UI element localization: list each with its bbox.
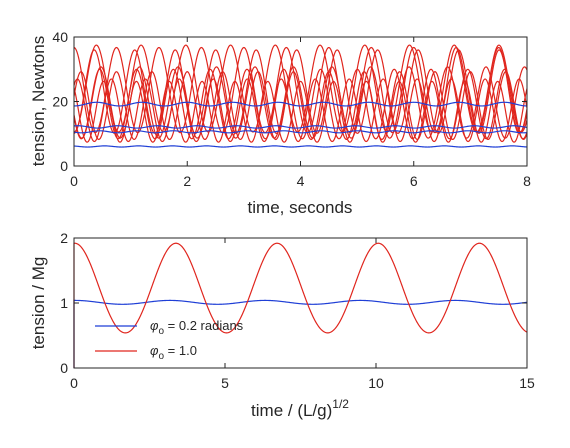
bottom-y-tick-label: 1 [60, 295, 68, 311]
bottom-series-line-1 [73, 242, 528, 368]
top-y-tick-label: 20 [52, 94, 68, 110]
top-chart: 0 2 4 6 8 0 20 40 time, seconds tension, Newton… [29, 29, 531, 217]
bottom-series-lines [73, 242, 528, 368]
top-y-axis-label: tension, Newtons [29, 36, 48, 166]
bottom-ticks: 0 5 10 15 0 1 2 [60, 230, 535, 391]
top-series-lines [74, 44, 527, 148]
top-series-line-7 [74, 80, 527, 143]
top-series-line-10 [74, 130, 527, 134]
bottom-y-tick-label: 0 [60, 360, 68, 376]
top-series-line-9 [74, 125, 527, 129]
bottom-y-axis-label: tension / Mg [29, 257, 48, 350]
top-x-tick-label: 6 [410, 173, 418, 189]
bottom-x-tick-label: 0 [70, 375, 78, 391]
top-series-line-8 [74, 101, 527, 107]
legend-label-red: φo = 1.0 [150, 343, 197, 362]
bottom-chart: 0 5 10 15 0 1 2 φo = 0.2 radians φo = 1.0 time… [29, 230, 535, 420]
top-x-tick-label: 8 [523, 173, 531, 189]
top-series-line-3 [74, 66, 527, 139]
bottom-series-line-0 [73, 299, 528, 368]
top-ticks: 0 2 4 6 8 0 20 40 [52, 29, 531, 189]
top-series-line-6 [74, 78, 527, 143]
top-x-tick-label: 0 [70, 173, 78, 189]
top-x-tick-label: 4 [297, 173, 305, 189]
top-y-tick-label: 40 [52, 29, 68, 45]
top-series-line-1 [74, 46, 527, 134]
top-x-axis-label: time, seconds [248, 198, 353, 217]
bottom-plot-area [74, 238, 527, 368]
legend: φo = 0.2 radians φo = 1.0 [95, 318, 244, 362]
bottom-y-tick-label: 2 [60, 230, 68, 246]
bottom-x-axis-label: time / (L/g)1/2 [251, 397, 349, 420]
bottom-x-tick-label: 5 [221, 375, 229, 391]
top-x-tick-label: 2 [183, 173, 191, 189]
legend-label-blue: φo = 0.2 radians [150, 318, 244, 337]
bottom-x-tick-label: 15 [519, 375, 535, 391]
top-y-tick-label: 0 [60, 158, 68, 174]
top-series-line-11 [74, 145, 527, 148]
bottom-x-tick-label: 10 [368, 375, 384, 391]
